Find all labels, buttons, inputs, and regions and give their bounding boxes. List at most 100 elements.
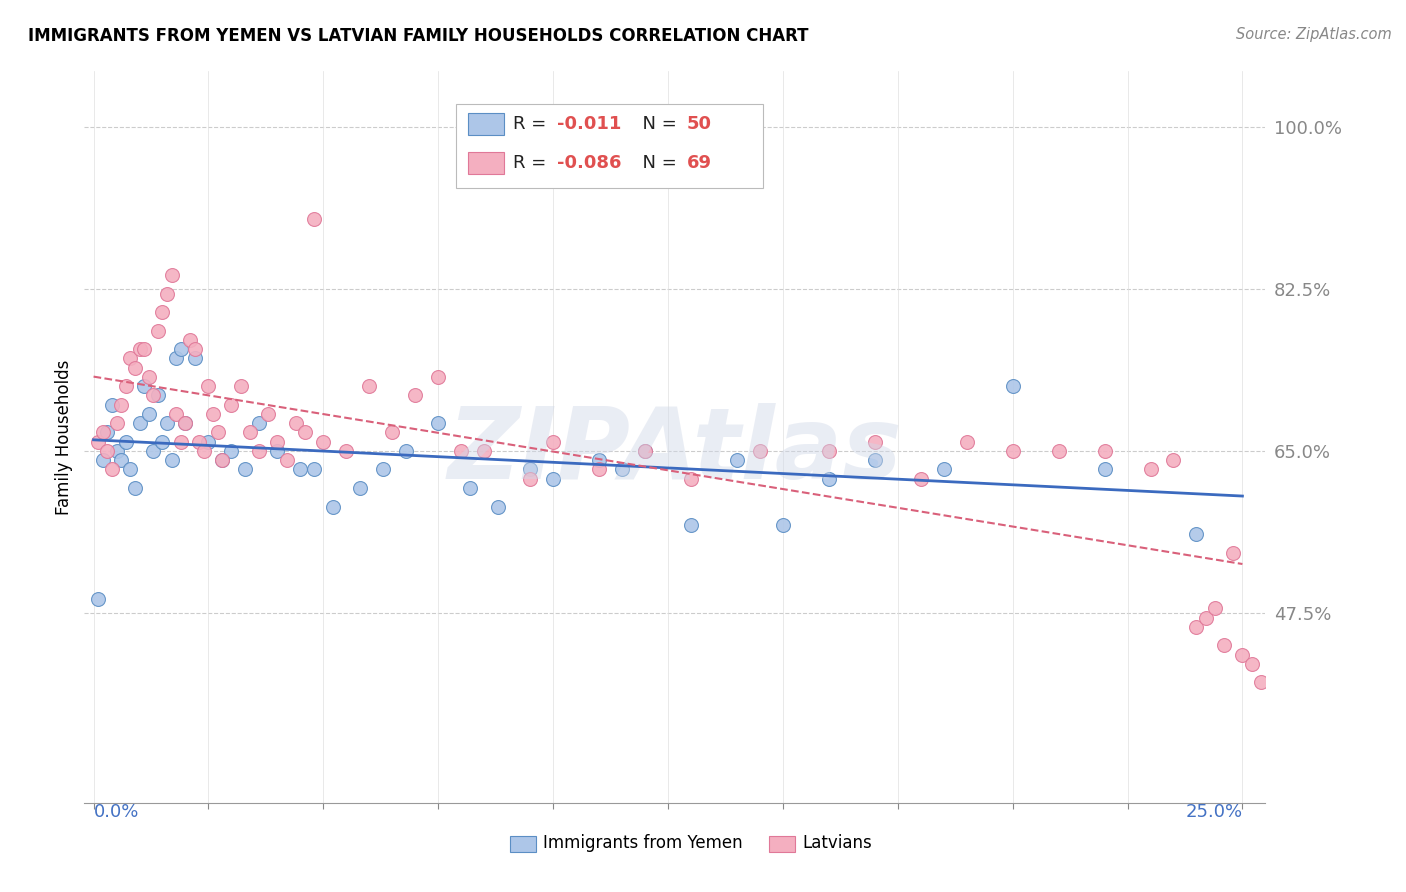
Text: Immigrants from Yemen: Immigrants from Yemen: [543, 834, 742, 852]
Text: -0.086: -0.086: [557, 153, 621, 172]
Text: IMMIGRANTS FROM YEMEN VS LATVIAN FAMILY HOUSEHOLDS CORRELATION CHART: IMMIGRANTS FROM YEMEN VS LATVIAN FAMILY …: [28, 27, 808, 45]
Point: [772, 518, 794, 533]
Point: [105, 416, 128, 430]
Point: [211, 453, 233, 467]
Point: [202, 407, 225, 421]
Point: [312, 434, 335, 449]
Point: [179, 333, 201, 347]
Point: [221, 398, 243, 412]
Point: [170, 342, 193, 356]
Point: [266, 434, 288, 449]
Point: [146, 324, 169, 338]
Point: [679, 518, 702, 533]
Point: [395, 444, 418, 458]
FancyBboxPatch shape: [468, 113, 503, 135]
Text: 0.0%: 0.0%: [94, 803, 139, 821]
Point: [160, 453, 183, 467]
Point: [101, 398, 124, 412]
Point: [349, 481, 371, 495]
Point: [138, 370, 160, 384]
Point: [229, 379, 252, 393]
Point: [1195, 610, 1218, 624]
Point: [266, 444, 288, 458]
Point: [124, 481, 146, 495]
Point: [142, 388, 165, 402]
Y-axis label: Family Households: Family Households: [55, 359, 73, 515]
Point: [1094, 462, 1116, 476]
Point: [128, 416, 150, 430]
Point: [1232, 648, 1254, 662]
Point: [165, 407, 187, 421]
Point: [193, 444, 215, 458]
Point: [207, 425, 229, 440]
Point: [284, 416, 307, 430]
Point: [817, 444, 839, 458]
Point: [335, 444, 357, 458]
Point: [294, 425, 316, 440]
Point: [863, 434, 886, 449]
Point: [120, 351, 142, 366]
Point: [183, 342, 205, 356]
Point: [165, 351, 187, 366]
Point: [610, 462, 633, 476]
Point: [863, 453, 886, 467]
Point: [247, 444, 270, 458]
Point: [460, 481, 482, 495]
Point: [152, 305, 174, 319]
Point: [276, 453, 298, 467]
Point: [156, 286, 179, 301]
Point: [87, 434, 110, 449]
Point: [450, 444, 472, 458]
Point: [1047, 444, 1070, 458]
Point: [1185, 620, 1208, 634]
Point: [1204, 601, 1226, 615]
Point: [404, 388, 426, 402]
Point: [183, 351, 205, 366]
Point: [138, 407, 160, 421]
Point: [679, 472, 702, 486]
Point: [233, 462, 256, 476]
Point: [427, 370, 450, 384]
Point: [105, 444, 128, 458]
Point: [932, 462, 955, 476]
Text: 69: 69: [686, 153, 711, 172]
Point: [197, 379, 219, 393]
Point: [174, 416, 197, 430]
Point: [381, 425, 404, 440]
Point: [114, 379, 136, 393]
Point: [87, 592, 110, 607]
Point: [486, 500, 509, 514]
Point: [96, 425, 118, 440]
Point: [96, 444, 118, 458]
Point: [156, 416, 179, 430]
Point: [1222, 546, 1244, 560]
Point: [817, 472, 839, 486]
Point: [725, 453, 748, 467]
Point: [257, 407, 280, 421]
Point: [290, 462, 312, 476]
FancyBboxPatch shape: [468, 152, 503, 174]
Point: [910, 472, 932, 486]
Point: [1213, 639, 1236, 653]
FancyBboxPatch shape: [509, 836, 536, 852]
Text: N =: N =: [631, 153, 683, 172]
Point: [132, 342, 155, 356]
Point: [132, 379, 155, 393]
Text: 50: 50: [686, 115, 711, 133]
Point: [170, 434, 193, 449]
Point: [197, 434, 219, 449]
Text: N =: N =: [631, 115, 683, 133]
Point: [1139, 462, 1161, 476]
Text: ZIPAtlas: ZIPAtlas: [447, 403, 903, 500]
Point: [110, 398, 132, 412]
Text: R =: R =: [513, 115, 553, 133]
Point: [1250, 675, 1272, 690]
Point: [588, 453, 610, 467]
Point: [302, 462, 325, 476]
Point: [427, 416, 450, 430]
Point: [541, 434, 564, 449]
Point: [247, 416, 270, 430]
Text: R =: R =: [513, 153, 553, 172]
Point: [1185, 527, 1208, 541]
Text: -0.011: -0.011: [557, 115, 621, 133]
